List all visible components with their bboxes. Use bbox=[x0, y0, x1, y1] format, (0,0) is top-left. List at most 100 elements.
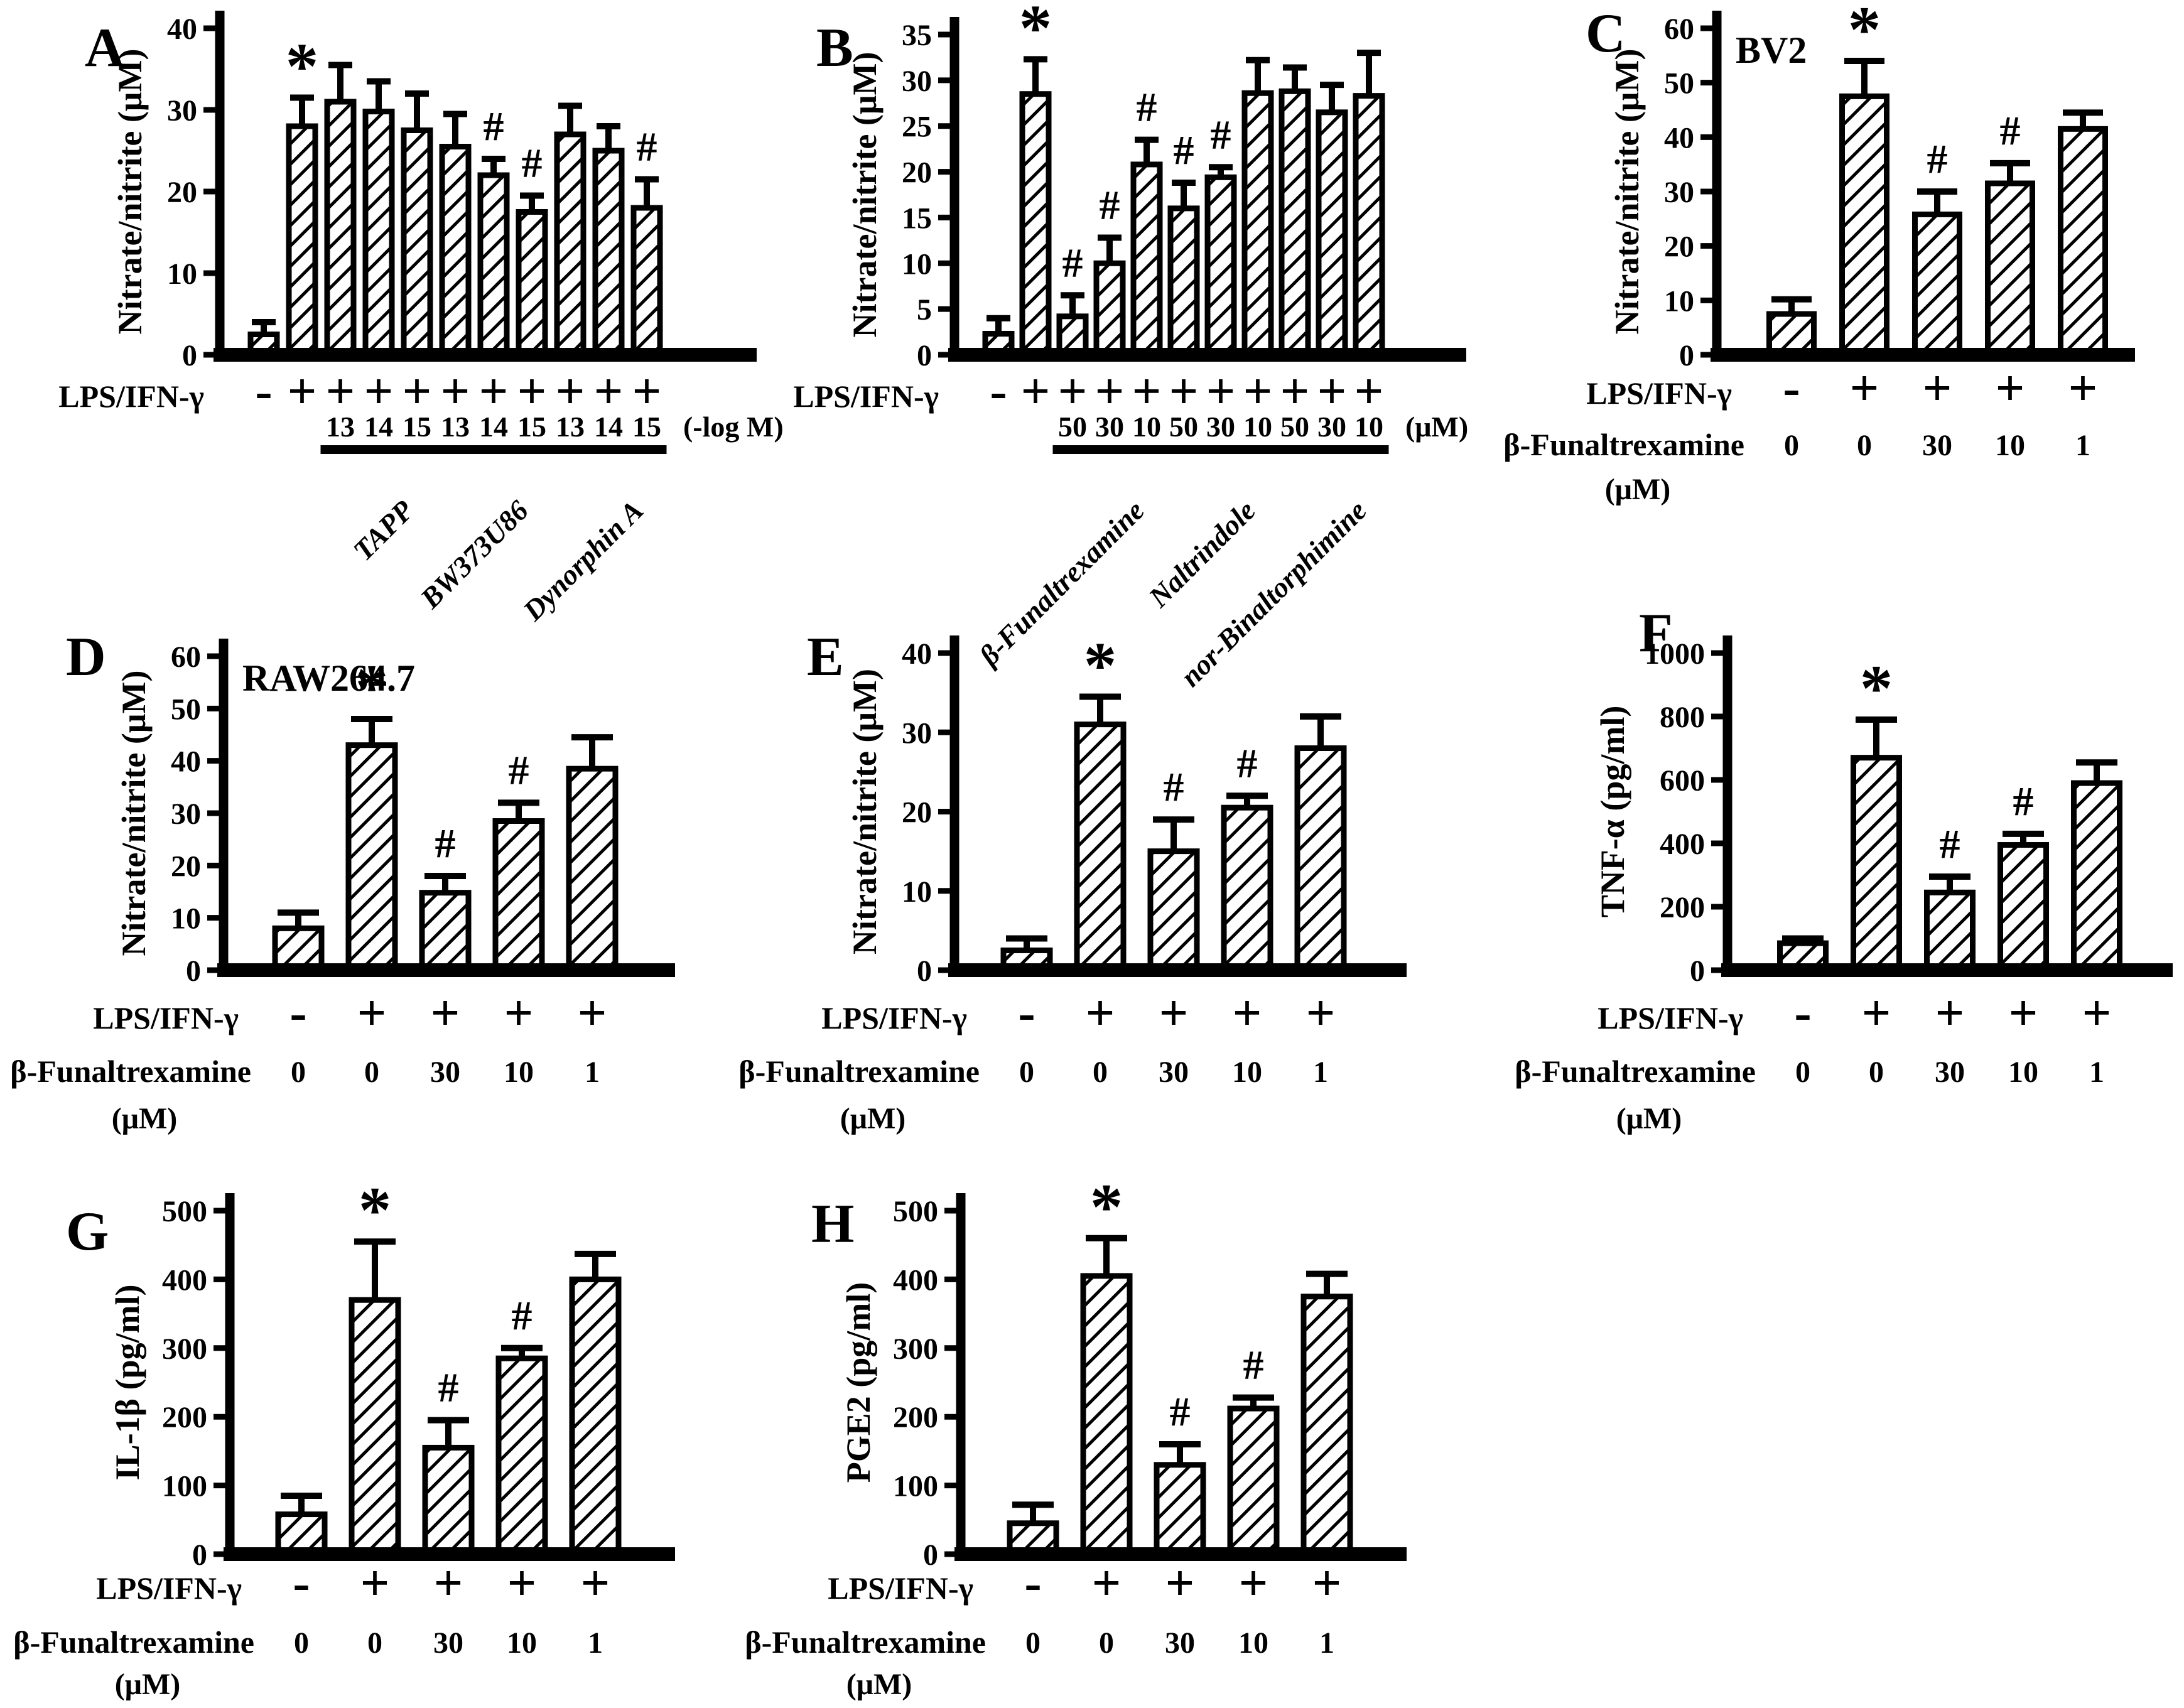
y-tick-label: 50 bbox=[171, 693, 201, 726]
bar bbox=[362, 109, 395, 358]
stim-symbol: + bbox=[431, 984, 460, 1041]
panel-B: B Nitrate/nitrite (μM) 0 5 10 15 20 25 30 35 * # # # #… bbox=[772, 0, 1560, 693]
stim-symbol: - bbox=[1783, 359, 1800, 416]
conc-label: 10 bbox=[1232, 1056, 1262, 1089]
stim-label: LPS/IFN-γ bbox=[58, 379, 204, 414]
conc-label: 0 bbox=[1099, 1626, 1114, 1660]
stim-symbol: + bbox=[578, 984, 607, 1041]
sig-star: * bbox=[1860, 651, 1893, 725]
conc-label: 30 bbox=[1165, 1626, 1195, 1660]
panel-letter: G bbox=[66, 1201, 109, 1262]
group-label: Dynorphin A bbox=[516, 494, 649, 627]
stim-symbol: + bbox=[1159, 984, 1189, 1041]
sig-hash: # bbox=[1243, 1343, 1264, 1388]
conc-label: 30 bbox=[1206, 411, 1235, 443]
bar bbox=[1279, 88, 1311, 358]
conc-label: 10 bbox=[1354, 411, 1383, 443]
y-axis-label: TNF-α (pg/ml) bbox=[1594, 706, 1631, 918]
sig-hash: # bbox=[2013, 779, 2034, 824]
stim-symbol: - bbox=[289, 984, 306, 1041]
conc-label: 14 bbox=[364, 411, 393, 443]
y-tick-label: 800 bbox=[1660, 701, 1705, 734]
sig-star: * bbox=[1084, 628, 1117, 701]
bar bbox=[1997, 842, 2049, 973]
stim-symbol: + bbox=[357, 984, 387, 1041]
stim-symbol: + bbox=[2068, 359, 2098, 416]
panel-D: D RAW264.7 Nitrate/nitrite (μM) 0 10 20 30 40 50… bbox=[10, 619, 750, 1184]
y-tick-label: 10 bbox=[171, 902, 201, 936]
bar bbox=[419, 890, 472, 973]
drug-label: β-Funaltrexamine bbox=[738, 1054, 980, 1089]
stim-symbol: + bbox=[632, 362, 662, 419]
conc-label: 10 bbox=[507, 1626, 537, 1660]
sig-hash: # bbox=[1137, 85, 1157, 131]
stim-symbol: + bbox=[1165, 1554, 1195, 1611]
y-tick-label: 20 bbox=[902, 796, 932, 830]
drug-label: β-Funaltrexamine bbox=[10, 1054, 251, 1089]
conc-label: 30 bbox=[1935, 1056, 1965, 1089]
bar bbox=[630, 205, 663, 358]
y-tick-label: 50 bbox=[1664, 67, 1694, 100]
stim-symbol: + bbox=[1206, 362, 1236, 419]
panel-letter: C bbox=[1586, 3, 1626, 64]
sig-hash: # bbox=[509, 747, 529, 793]
panel-C: C BV2 Nitrate/nitrite (μM) 0 10 20 30 40 50 60 * # #… bbox=[1503, 0, 2184, 590]
y-tick-label: 200 bbox=[1660, 891, 1705, 924]
stim-symbol: + bbox=[326, 362, 355, 419]
bar bbox=[1851, 755, 1902, 973]
stim-symbol: + bbox=[1021, 362, 1051, 419]
y-tick-label: 0 bbox=[192, 1538, 207, 1572]
stim-symbol: + bbox=[504, 984, 534, 1041]
panel-H: H PGE2 (pg/ml) 0 100 200 300 400 500 * # # LPS/IFN-… bbox=[745, 1170, 1485, 1707]
sig-hash: # bbox=[1062, 240, 1083, 286]
bar bbox=[401, 127, 433, 358]
bar bbox=[1080, 1273, 1133, 1557]
drug-label: β-Funaltrexamine bbox=[13, 1624, 254, 1660]
panel-F: F TNF-α (pg/ml) 0 200 400 600 800 1000 * # # LPS/IF… bbox=[1507, 603, 2184, 1184]
conc-label: 10 bbox=[1132, 411, 1161, 443]
y-tick-label: 0 bbox=[182, 339, 197, 372]
sig-star: * bbox=[286, 30, 319, 103]
bar bbox=[1074, 722, 1127, 973]
stim-symbol: + bbox=[1280, 362, 1310, 419]
panel-letter: F bbox=[1639, 603, 1673, 664]
y-tick-label: 0 bbox=[923, 1538, 938, 1572]
conc-label: 15 bbox=[632, 411, 661, 443]
bar bbox=[1294, 745, 1347, 973]
sig-hash: # bbox=[522, 141, 543, 186]
drug-label: β-Funaltrexamine bbox=[1515, 1054, 1756, 1089]
conc-label: 10 bbox=[1238, 1626, 1268, 1660]
sig-hash: # bbox=[1100, 182, 1120, 228]
stim-symbol: + bbox=[1243, 362, 1273, 419]
stim-symbol: + bbox=[1095, 362, 1125, 419]
cell-line-title: RAW264.7 bbox=[242, 657, 415, 699]
sig-star: * bbox=[1090, 1170, 1123, 1243]
bar bbox=[1093, 260, 1126, 358]
bar bbox=[1019, 91, 1052, 358]
y-tick-label: 30 bbox=[167, 94, 197, 127]
y-tick-label: 100 bbox=[162, 1470, 207, 1503]
y-axis-label: PGE2 (pg/ml) bbox=[840, 1282, 877, 1483]
bar bbox=[1839, 93, 1889, 358]
panel-G: G IL-1β (pg/ml) 0 100 200 300 400 500 * # # LPS/IFN… bbox=[13, 1173, 750, 1707]
bar bbox=[1221, 804, 1273, 973]
y-tick-label: 400 bbox=[162, 1263, 207, 1297]
bar bbox=[1912, 211, 1962, 358]
drug-unit: (μM) bbox=[1605, 473, 1670, 506]
panel-A: A Nitrate/nitrite (μM) 0 10 20 30 40 * # # # LPS/IF… bbox=[38, 6, 784, 628]
bar bbox=[422, 1444, 475, 1557]
y-tick-label: 10 bbox=[167, 257, 197, 291]
stim-symbol: + bbox=[1233, 984, 1262, 1041]
y-tick-label: 0 bbox=[186, 954, 201, 988]
panel-letter: B bbox=[816, 18, 853, 78]
y-axis-label: Nitrate/nitrite (μM) bbox=[846, 52, 884, 338]
stim-symbol: + bbox=[1092, 1554, 1122, 1611]
sig-hash: # bbox=[1170, 1389, 1191, 1435]
conc-label: 0 bbox=[1025, 1626, 1041, 1660]
bar bbox=[1204, 174, 1237, 358]
bar bbox=[1167, 205, 1200, 358]
y-tick-label: 10 bbox=[902, 247, 932, 281]
conc-label: 30 bbox=[1095, 411, 1124, 443]
bar bbox=[1353, 93, 1385, 358]
